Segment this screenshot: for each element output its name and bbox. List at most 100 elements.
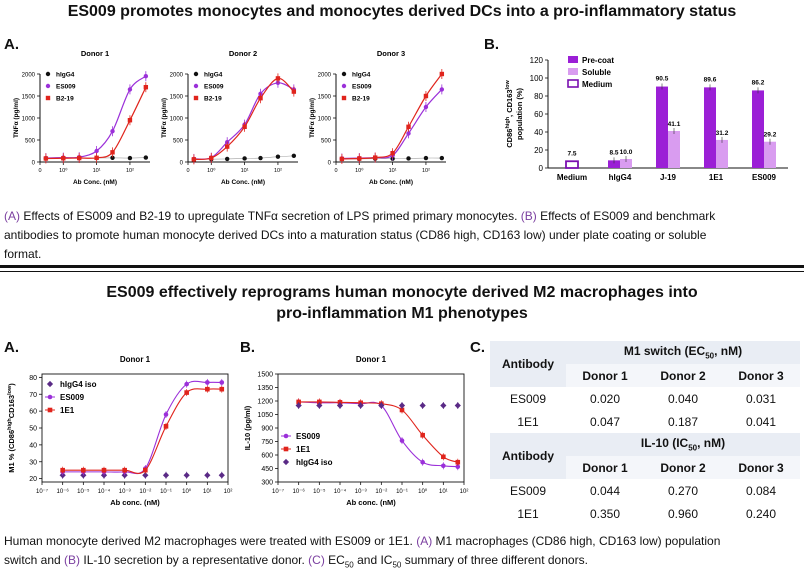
legend-marker: [341, 71, 347, 77]
data-label: 7.5: [567, 150, 576, 157]
data-point: [242, 156, 247, 161]
tnf-chart-donor2: Donor 2 0 500 1000 1500 2000 0 10⁰ 10¹ 10² Ab Conc…: [161, 49, 298, 186]
legend-label: 1E1: [296, 445, 311, 454]
x-tick-label: 10⁰: [355, 167, 364, 174]
x-tick-label: 10²: [126, 168, 134, 174]
x-tick-label: 10⁻⁵: [313, 488, 326, 495]
chart-title: Donor 1: [81, 49, 109, 58]
data-point: [406, 131, 411, 136]
data-point: [378, 402, 385, 409]
legend-marker: [341, 95, 347, 101]
x-axis-label: Ab conc. (nM): [110, 498, 160, 507]
x-tick-label: 10⁻³: [355, 489, 367, 495]
data-point: [317, 399, 322, 405]
cell-value: 0.350: [566, 502, 644, 525]
legend-label: hIgG4: [204, 72, 223, 79]
bar: [752, 90, 764, 168]
legend-label: ES009: [56, 84, 76, 91]
bar: [668, 131, 680, 168]
cell-value: 0.031: [722, 387, 800, 410]
m1-donor1-header: Donor 1: [566, 364, 644, 387]
legend-label: Medium: [582, 80, 612, 89]
y-tick-label: 70: [29, 392, 37, 399]
x-tick-label: 10⁻³: [119, 489, 131, 495]
legend-marker: [193, 71, 199, 77]
y-tick-label: 450: [261, 466, 273, 473]
data-point: [406, 124, 411, 129]
cell-value: 0.240: [722, 502, 800, 525]
data-point: [191, 157, 197, 162]
il10-chart: Donor 1 300 450 600 750 900 1050 1200 1350 1500 10…: [243, 355, 468, 507]
bar: [704, 87, 716, 168]
m1-donor3-header: Donor 3: [722, 364, 800, 387]
data-point: [224, 156, 230, 162]
legend-marker: [45, 83, 51, 89]
legend-marker: [341, 83, 347, 89]
data-point: [423, 93, 429, 99]
data-point: [357, 156, 362, 161]
y-tick-label: 80: [534, 92, 543, 101]
y-axis-label: TNFα (pg/ml): [13, 98, 20, 138]
data-point: [143, 467, 148, 473]
data-point: [420, 432, 425, 438]
data-point: [205, 380, 210, 385]
cell-value: 0.040: [644, 387, 722, 410]
legend-marker: [283, 433, 289, 439]
data-point: [224, 144, 230, 149]
x-tick-label: 10⁻⁵: [77, 488, 90, 495]
il10-donor3-header: Donor 3: [722, 456, 800, 479]
y-tick-label: 50: [29, 426, 37, 433]
data-label: 31.2: [716, 130, 729, 137]
data-point: [455, 459, 461, 465]
data-point: [455, 464, 461, 469]
data-point: [81, 467, 86, 473]
data-point: [441, 454, 446, 460]
top-panel-a-letter: A.: [4, 36, 19, 53]
y-tick-label: 1350: [257, 385, 273, 392]
y-tick-label: 600: [261, 453, 273, 460]
data-label: 41.1: [668, 121, 681, 128]
bottom-panel-c-letter: C.: [470, 339, 485, 356]
data-label: 90.5: [656, 76, 669, 83]
data-point: [291, 153, 297, 159]
bottom-panel-a-letter: A.: [4, 339, 19, 356]
data-point: [439, 71, 445, 77]
data-point: [127, 155, 133, 161]
y-axis-label: M1 % (CD86highCD163low): [7, 383, 16, 473]
legend-label: B2-19: [204, 96, 222, 103]
series-line: [298, 401, 458, 463]
series-line: [193, 82, 295, 160]
data-point: [357, 402, 364, 409]
bar: [620, 159, 632, 168]
row-antibody: 1E1: [490, 502, 566, 525]
data-point: [372, 155, 378, 160]
data-point: [204, 472, 211, 479]
x-axis-label: Ab conc. (nM): [346, 498, 396, 507]
data-point: [61, 156, 66, 161]
plot-frame: [41, 373, 229, 483]
y-tick-label: 40: [534, 128, 543, 137]
x-tick-label: 0: [334, 168, 337, 174]
table-row: 1E1 0.047 0.187 0.041: [490, 410, 800, 433]
data-point: [399, 407, 405, 413]
data-point: [184, 381, 189, 387]
data-point: [390, 151, 395, 156]
y-axis-label: CD86high, CD163low: [505, 80, 514, 148]
table-row: ES009 0.020 0.040 0.031: [490, 387, 800, 410]
y-tick-label: 20: [29, 476, 37, 483]
chart-title: Donor 3: [377, 49, 405, 58]
y-axis-label: TNFα (pg/ml): [161, 98, 168, 138]
legend-label: hIgG4 iso: [60, 380, 97, 389]
data-point: [275, 154, 281, 159]
y-tick-label: 120: [530, 56, 544, 65]
x-tick-label: 0: [186, 168, 189, 174]
data-point: [127, 87, 133, 92]
data-point: [258, 96, 263, 101]
dc-maturation-bar-chart: 0 20 40 60 80 100 120 CD86high, CD163lowpopulat…: [505, 56, 788, 182]
legend-label: hIgG4: [352, 72, 371, 79]
bottom-title-line1: ES009 effectively reprograms human monoc…: [106, 284, 698, 301]
legend-marker: [282, 458, 290, 466]
y-tick-label: 20: [534, 146, 543, 155]
data-point: [162, 472, 170, 479]
category-label: 1E1: [709, 173, 724, 182]
